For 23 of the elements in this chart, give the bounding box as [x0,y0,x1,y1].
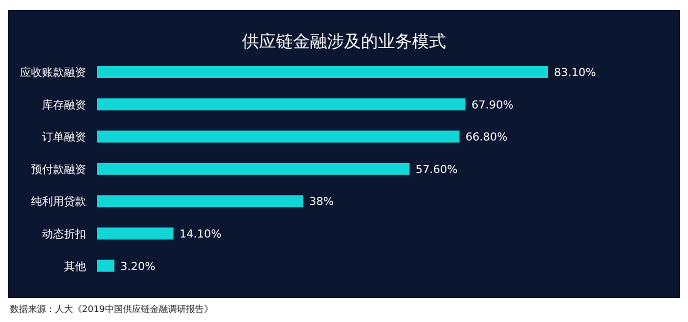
data-label: 14.10% [180,228,222,240]
y-tick-label: 库存融资 [42,98,86,112]
bar [97,130,460,143]
bar [97,98,466,110]
bar [97,195,304,208]
y-tick-label: 应收账款融资 [20,66,86,79]
y-tick-label: 其他 [64,260,86,273]
bar [97,260,114,272]
chart-title: 供应链金融涉及的业务模式 [242,32,446,52]
bar [97,66,548,78]
data-label: 83.10% [554,66,596,79]
y-tick-label: 订单融资 [42,130,86,144]
y-tick-label: 预付款融资 [31,162,86,176]
data-label: 3.20% [120,260,156,273]
data-label: 67.90% [472,98,514,112]
source-note: 数据来源：人大《2019中国供应链金融调研报告》 [10,304,213,315]
data-label: 57.60% [416,162,458,176]
bar [97,228,174,240]
data-label: 38% [309,195,334,208]
y-tick-label: 纯利用贷款 [31,195,86,208]
data-label: 66.80% [466,130,508,144]
y-tick-label: 动态折扣 [42,228,86,240]
bar [97,162,410,175]
